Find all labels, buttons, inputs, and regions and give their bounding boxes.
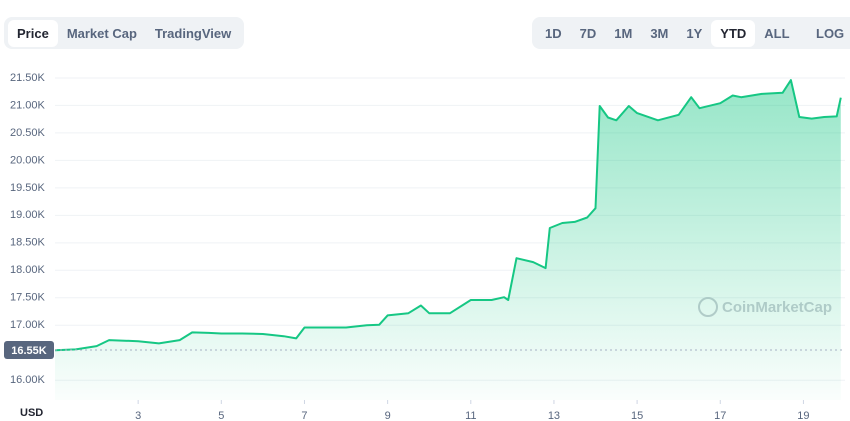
y-tick-label: 17.00K (10, 319, 46, 331)
x-tick-label: 7 (301, 410, 307, 421)
range-bar: 1D 7D 1M 3M 1Y YTD ALL (532, 17, 835, 49)
y-tick-label: 19.00K (10, 209, 46, 221)
range-button[interactable]: 7D (579, 25, 597, 41)
price-line (54, 79, 842, 352)
tab[interactable]: TradingView (154, 25, 232, 41)
y-tick-label: 20.50K (10, 127, 46, 139)
x-tick-label: 15 (631, 410, 643, 421)
y-tick-label: 20.00K (10, 154, 46, 166)
watermark: CoinMarketCap (698, 297, 832, 317)
y-tick-label: 21.00K (10, 99, 46, 111)
y-tick-label: 19.50K (10, 182, 46, 194)
y-tick-label: 21.50K (10, 72, 46, 84)
log-bar: LOG (803, 17, 850, 49)
range-button[interactable]: 3M (650, 25, 669, 41)
price-area (55, 80, 841, 400)
y-axis-label: USD (20, 407, 43, 419)
reference-label-box (4, 340, 54, 359)
range-button[interactable]: 1Y (686, 25, 703, 41)
range-button[interactable]: 1D (545, 25, 562, 41)
x-tick-label: 3 (135, 410, 141, 421)
y-tick-label: 16.00K (10, 374, 46, 386)
x-tick-label: 17 (714, 410, 726, 421)
range-button[interactable]: 1M (614, 25, 633, 41)
reference-label: 16.55K (11, 345, 47, 357)
x-tick-label: 11 (465, 410, 476, 421)
tab[interactable]: Price (8, 19, 58, 47)
range-button[interactable]: ALL (764, 25, 790, 41)
tab[interactable]: Market Cap (66, 25, 137, 41)
x-tick-label: 9 (385, 410, 391, 421)
watermark-text: CoinMarketCap (722, 299, 832, 316)
x-tick-label: 5 (218, 410, 224, 421)
x-tick-label: 13 (548, 410, 560, 421)
y-tick-label: 18.00K (10, 264, 46, 276)
x-tick-label: 19 (797, 410, 809, 421)
tab-bar: Price Market Cap TradingView (4, 17, 245, 49)
log-button[interactable]: LOG (816, 25, 845, 41)
range-button[interactable]: YTD (711, 19, 756, 47)
y-tick-label: 17.50K (10, 292, 46, 304)
y-tick-label: 18.50K (10, 237, 46, 249)
